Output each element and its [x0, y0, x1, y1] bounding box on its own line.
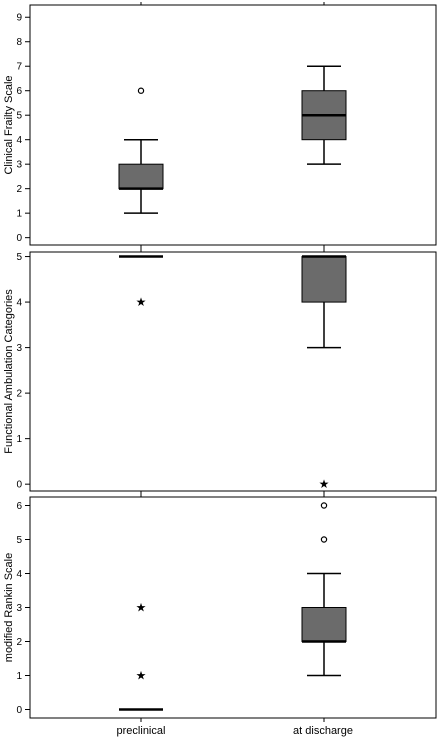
- box-iqr: [301, 607, 347, 642]
- box-iqr: [301, 256, 347, 303]
- plot-frame: [29, 251, 437, 492]
- y-tick-label: 5: [16, 252, 22, 263]
- y-tick-label: 3: [16, 603, 22, 614]
- y-tick-label: 8: [16, 37, 22, 48]
- outlier-star: ★: [136, 295, 147, 309]
- y-axis-label: Clinical Frailty Scale: [3, 75, 15, 174]
- y-tick-label: 2: [16, 389, 22, 400]
- y-axis-label: modified Rankin Scale: [3, 553, 15, 662]
- box-at-discharge: ★: [301, 255, 347, 491]
- outlier-star: ★: [136, 601, 147, 615]
- y-tick-label: 2: [16, 184, 22, 195]
- y-tick-label: 2: [16, 637, 22, 648]
- outlier-circle: [320, 502, 328, 509]
- plot-frame: [29, 4, 437, 246]
- y-tick-label: 5: [16, 535, 22, 546]
- outlier-star: ★: [136, 669, 147, 683]
- box-at-discharge: [301, 65, 347, 165]
- y-tick-label: 0: [16, 480, 22, 491]
- box-preclinical: ★: [119, 255, 163, 309]
- plot-frame: [29, 496, 437, 719]
- y-tick-label: 0: [16, 233, 22, 244]
- outlier-circle: [320, 536, 328, 543]
- y-tick-label: 6: [16, 501, 22, 512]
- y-tick-label: 1: [16, 671, 22, 682]
- box-iqr: [118, 163, 164, 190]
- y-tick-label: 4: [16, 569, 22, 580]
- outlier-star: ★: [319, 477, 330, 491]
- x-category-label-preclinical: preclinical: [117, 725, 166, 737]
- y-tick-label: 1: [16, 434, 22, 445]
- y-tick-label: 7: [16, 62, 22, 73]
- box-at-discharge: [301, 502, 347, 677]
- box-preclinical: ★★: [119, 601, 163, 711]
- chart-panel-1: 0 1 2 3 4 5 6 7 8 9 Clinical Frailty Scale: [3, 2, 437, 249]
- y-tick-label: 0: [16, 705, 22, 716]
- x-category-label-at-discharge: at discharge: [293, 725, 353, 737]
- chart-panel-2: 0 1 2 3 4 5 Functional Ambulation Categories ★ ★: [3, 249, 437, 495]
- y-tick-label: 3: [16, 160, 22, 171]
- y-tick-label: 6: [16, 86, 22, 97]
- outlier-circle: [137, 87, 145, 94]
- y-tick-label: 3: [16, 343, 22, 354]
- y-tick-label: 4: [16, 135, 22, 146]
- y-tick-label: 1: [16, 209, 22, 220]
- y-tick-label: 4: [16, 298, 22, 309]
- box-preclinical: [118, 87, 164, 214]
- y-axis-label: Functional Ambulation Categories: [3, 289, 15, 454]
- y-tick-label: 5: [16, 111, 22, 122]
- y-tick-label: 9: [16, 13, 22, 24]
